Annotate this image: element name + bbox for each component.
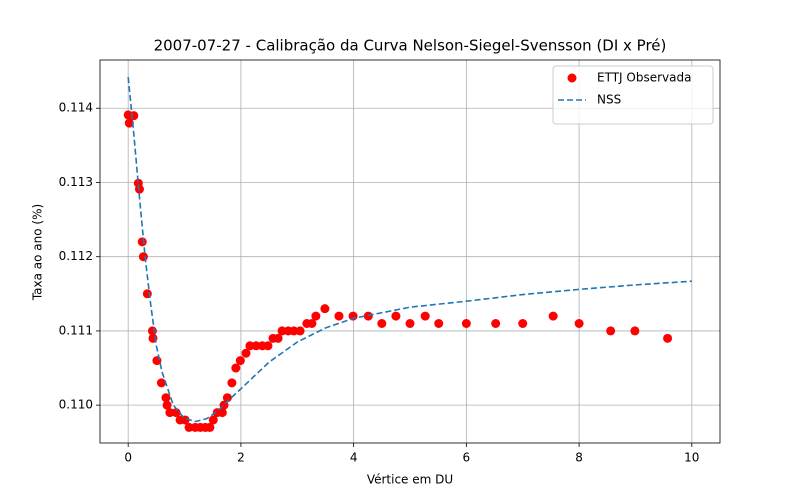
scatter-point: [606, 326, 616, 336]
scatter-point: [217, 408, 227, 418]
legend-marker: [567, 73, 577, 83]
y-tick-label: 0.114: [59, 101, 93, 115]
scatter-point: [245, 341, 255, 351]
scatter-point: [251, 341, 261, 351]
scatter-point: [491, 318, 501, 328]
x-tick-label: 6: [463, 451, 471, 465]
legend: ETTJ Observada NSS: [552, 65, 714, 125]
scatter-point: [205, 422, 215, 432]
scatter-point: [241, 348, 251, 358]
scatter-point: [129, 111, 139, 121]
scatter-point: [295, 326, 305, 336]
x-tick-label: 2: [237, 451, 245, 465]
scatter-point: [227, 378, 237, 388]
chart-title: 2007-07-27 - Calibração da Curva Nelson-…: [154, 37, 667, 55]
scatter-point: [630, 326, 640, 336]
x-axis-label: Vértice em DU: [367, 473, 453, 487]
scatter-point: [311, 311, 321, 321]
x-tick-label: 8: [575, 451, 583, 465]
x-tick-label: 4: [350, 451, 358, 465]
legend-label: NSS: [597, 93, 621, 107]
y-tick-label: 0.113: [59, 175, 93, 189]
scatter-point: [391, 311, 401, 321]
scatter-point: [377, 318, 387, 328]
scatter-point: [289, 326, 299, 336]
scatter-point: [548, 311, 558, 321]
nss-line: [127, 76, 692, 423]
y-tick-label: 0.110: [59, 398, 93, 412]
legend-box: [552, 65, 714, 125]
scatter-point: [208, 415, 218, 425]
scatter-point: [184, 422, 194, 432]
scatter-point: [222, 393, 232, 403]
scatter-point: [574, 318, 584, 328]
scatter-point: [231, 363, 241, 373]
scatter-point: [434, 318, 444, 328]
y-tick-label: 0.111: [59, 323, 93, 337]
scatter-point: [263, 341, 273, 351]
y-tick-label: 0.112: [59, 249, 93, 263]
scatter-point: [161, 393, 171, 403]
scatter-point: [518, 318, 528, 328]
scatter-point: [156, 378, 166, 388]
scatter-point: [162, 400, 172, 410]
y-axis-label: Taxa ao ano (%): [31, 204, 45, 301]
scatter-point: [320, 304, 330, 314]
scatter-point: [137, 237, 147, 247]
scatter-point: [405, 318, 415, 328]
scatter-point: [461, 318, 471, 328]
x-tick-label: 0: [124, 451, 132, 465]
scatter-point: [124, 118, 134, 128]
x-tick-label: 10: [684, 451, 699, 465]
scatter-point: [165, 408, 175, 418]
scatter-point: [277, 326, 287, 336]
scatter-point: [663, 333, 673, 343]
axes-frame: [99, 59, 721, 444]
scatter-point: [171, 408, 181, 418]
scatter-point: [273, 333, 283, 343]
scatter-point: [235, 356, 245, 366]
scatter-point: [307, 318, 317, 328]
scatter-point: [334, 311, 344, 321]
legend-label: ETTJ Observada: [597, 71, 691, 85]
scatter-point: [420, 311, 430, 321]
scatter-point: [138, 252, 148, 262]
